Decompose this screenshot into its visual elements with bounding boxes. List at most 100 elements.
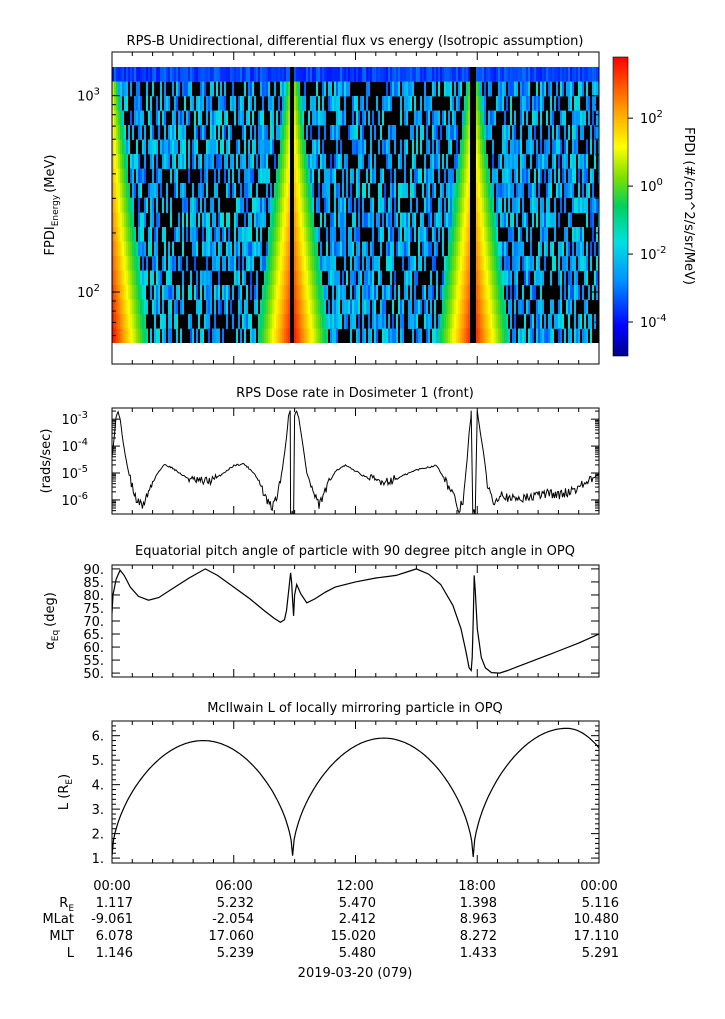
spectrogram-cell xyxy=(414,313,416,329)
spectrogram-cell xyxy=(358,270,360,286)
colorbar-tick-label-1: 100 xyxy=(640,177,663,195)
spectrogram-cell xyxy=(596,226,598,242)
spectrogram-cell xyxy=(236,241,238,257)
spectrogram-cell xyxy=(544,81,546,97)
spectrogram-cell xyxy=(124,139,126,155)
spectrogram-cell xyxy=(244,125,246,141)
spectrogram-cell xyxy=(266,328,268,343)
spectrogram-cell xyxy=(520,226,522,242)
spectrogram-cell xyxy=(302,96,304,112)
spectrogram-cell xyxy=(162,226,164,242)
spectrogram-cell xyxy=(550,81,552,97)
spectrogram-cell xyxy=(124,168,126,184)
spectrogram-cell xyxy=(476,284,478,300)
spectrogram-cell xyxy=(310,241,312,257)
spectrogram-cell xyxy=(306,212,308,228)
spectrogram-cell xyxy=(156,284,158,300)
spectrogram-cell xyxy=(360,139,362,155)
spectrogram-cell xyxy=(156,168,158,184)
spectrogram-cell xyxy=(482,284,484,300)
spectrogram-cell xyxy=(312,212,314,228)
spectrogram-cell xyxy=(434,67,436,83)
spectrogram-cell xyxy=(214,139,216,155)
spectrogram-cell xyxy=(554,313,556,329)
spectrogram-cell xyxy=(432,255,434,271)
spectrogram-cell xyxy=(336,96,338,112)
spectrogram-cell xyxy=(116,212,118,228)
spectrogram-cell xyxy=(468,226,470,242)
spectrogram-cell xyxy=(270,270,272,286)
spectrogram-cell xyxy=(426,197,428,213)
spectrogram-cell xyxy=(294,313,296,329)
spectrogram-cell xyxy=(166,270,168,286)
spectrogram-cell xyxy=(546,67,548,83)
spectrogram-cell xyxy=(322,81,324,97)
spectrogram-cell xyxy=(362,96,364,112)
spectrogram-cell xyxy=(268,139,270,155)
spectrogram-cell xyxy=(464,154,466,170)
spectrogram-cell xyxy=(350,67,352,83)
spectrogram-cell xyxy=(484,328,486,343)
colorbar-label: FPDI (#/cm^2/s/sr/MeV) xyxy=(681,127,696,285)
spectrogram-cell xyxy=(570,96,572,112)
spectrogram-cell xyxy=(264,255,266,271)
spectrogram-cell xyxy=(508,154,510,170)
spectrogram-cell xyxy=(172,110,174,126)
spectrogram-cell xyxy=(540,67,542,83)
spectrogram-cell xyxy=(134,67,136,83)
spectrogram-cell xyxy=(212,110,214,126)
spectrogram-cell xyxy=(530,67,532,83)
spectrogram-cell xyxy=(448,226,450,242)
spectrogram-cell xyxy=(122,81,124,97)
spectrogram-cell xyxy=(204,197,206,213)
spectrogram-cell xyxy=(374,299,376,315)
spectrogram-cell xyxy=(400,299,402,315)
spectrogram-cell xyxy=(494,328,496,343)
spectrogram-cell xyxy=(362,197,364,213)
spectrogram-cell xyxy=(294,67,296,83)
dose-rate-y-tick-label-0: 10-3 xyxy=(61,410,88,428)
spectrogram-cell xyxy=(258,110,260,126)
spectrogram-cell xyxy=(488,241,490,257)
spectrogram-cell xyxy=(140,67,142,83)
spectrogram-cell xyxy=(206,212,208,228)
row-l-value-0: 1.146 xyxy=(96,946,133,961)
spectrogram-cell xyxy=(256,154,258,170)
spectrogram-cell xyxy=(374,168,376,184)
spectrogram-cell xyxy=(260,67,262,83)
spectrogram-cell xyxy=(130,270,132,286)
spectrogram-cell xyxy=(304,226,306,242)
spectrogram-cell xyxy=(476,270,478,286)
spectrogram-cell xyxy=(458,241,460,257)
spectrogram-cell xyxy=(234,67,236,83)
spectrogram-cell xyxy=(540,81,542,97)
spectrogram-cell xyxy=(534,197,536,213)
spectrogram-cell xyxy=(342,270,344,286)
spectrogram-cell xyxy=(558,270,560,286)
spectrogram-cell xyxy=(174,110,176,126)
spectrogram-cell xyxy=(332,241,334,257)
spectrogram-cell xyxy=(536,270,538,286)
spectrogram-cell xyxy=(310,168,312,184)
spectrogram-cell xyxy=(416,67,418,83)
spectrogram-cell xyxy=(124,183,126,199)
spectrogram-cell xyxy=(246,110,248,126)
spectrogram-cell xyxy=(434,110,436,126)
spectrogram-cell xyxy=(240,226,242,242)
spectrogram-cell xyxy=(248,110,250,126)
spectrogram-cell xyxy=(246,313,248,329)
spectrogram-cell xyxy=(480,197,482,213)
spectrogram-cell xyxy=(198,110,200,126)
spectrogram-cell xyxy=(200,96,202,112)
spectrogram-cell xyxy=(118,270,120,286)
spectrogram-cell xyxy=(508,81,510,97)
spectrogram-cell xyxy=(586,154,588,170)
spectrogram-cell xyxy=(538,255,540,271)
spectrogram-cell xyxy=(148,183,150,199)
spectrogram-cell xyxy=(242,255,244,271)
spectrogram-cell xyxy=(200,154,202,170)
spectrogram-cell xyxy=(498,81,500,97)
spectrogram-cell xyxy=(272,110,274,126)
spectrogram-cell xyxy=(278,299,280,315)
spectrogram-cell xyxy=(242,125,244,141)
